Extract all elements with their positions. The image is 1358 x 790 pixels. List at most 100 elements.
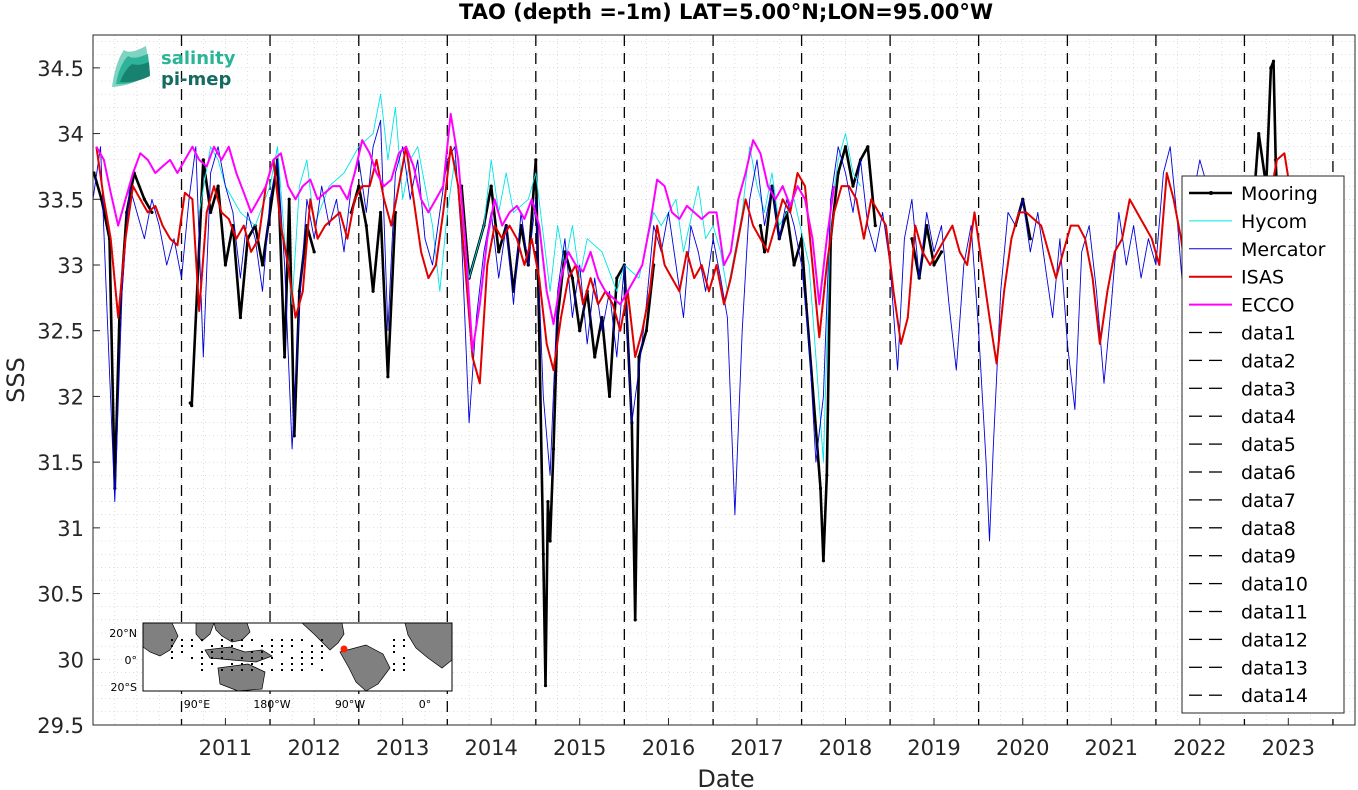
legend-label: data8 [1241, 518, 1296, 540]
inset-mooring-dot [241, 663, 243, 665]
inset-mooring-dot [311, 651, 313, 653]
series-point-mooring [1028, 237, 1032, 241]
inset-mooring-dot [281, 669, 283, 671]
inset-mooring-dot [181, 645, 183, 647]
series-point-mooring [209, 210, 213, 215]
x-axis-ticks: 2011 2012 2013 2014 2015 2016 2017 2018 2019 2020… [199, 718, 1315, 760]
series-point-mooring [578, 329, 582, 333]
inset-lat-label-20n: 20°N [109, 627, 137, 640]
series-point-mooring [1271, 59, 1276, 63]
inset-mooring-dot [403, 639, 405, 641]
inset-mooring-dot [201, 639, 203, 641]
series-line-mercator [92, 119, 1208, 542]
series-point-mooring [600, 315, 604, 320]
inset-lat-label-20s: 20°S [111, 681, 137, 694]
inset-land-se-asia [213, 622, 251, 643]
inset-mooring-dot [221, 639, 223, 641]
inset-land-africa-east [142, 622, 179, 657]
x-tick-label: 2013 [376, 736, 429, 760]
x-tick-label: 2021 [1085, 736, 1138, 760]
inset-mooring-dot [321, 651, 323, 653]
inset-mooring-dot [281, 651, 283, 653]
x-tick-label: 2018 [819, 736, 872, 760]
inset-mooring-dot [171, 639, 173, 641]
legend-label: data5 [1241, 434, 1296, 456]
y-tick-label: 31 [57, 517, 84, 541]
inset-mooring-dot [251, 639, 253, 641]
x-tick-label: 2019 [907, 736, 960, 760]
logo-text-line2: pi-mep [161, 69, 231, 90]
y-tick-label: 34.5 [37, 57, 84, 81]
legend-item-data9: data9 [1189, 546, 1296, 568]
legend-label: data7 [1241, 490, 1296, 512]
y-tick-label: 32.5 [37, 320, 84, 344]
inset-mooring-dot [281, 639, 283, 641]
x-tick-label: 2022 [1173, 736, 1226, 760]
legend-label: data2 [1241, 350, 1296, 372]
inset-mooring-dot [291, 657, 293, 659]
legend-label: data6 [1241, 462, 1296, 484]
series-point-mooring [543, 683, 548, 688]
inset-lon-label-0: 0° [419, 698, 432, 711]
legend-label: data9 [1241, 546, 1296, 568]
series-point-mooring [633, 618, 637, 622]
location-inset-map: 20°N 0° 20°S 90°E 180°W 90°W 0° [109, 622, 453, 711]
y-axis-label: SSS [2, 357, 30, 403]
inset-mooring-dot [403, 657, 405, 659]
series-point-mooring [201, 158, 205, 162]
plot-background [93, 35, 1355, 725]
inset-mooring-dot [251, 669, 253, 671]
series-point-mooring [546, 499, 550, 504]
inset-frame [142, 622, 453, 692]
legend-item-data4: data4 [1189, 406, 1296, 428]
chart-title: TAO (depth =-1m) LAT=5.00°N;LON=95.00°W [459, 0, 993, 24]
inset-land-central-america [301, 622, 345, 651]
inset-mooring-array-markers [171, 639, 405, 671]
inset-mooring-dot [321, 657, 323, 659]
series-point-mooring [150, 210, 154, 215]
salinity-pi-mep-logo: salinity pi-mep [112, 46, 236, 90]
series-point-mooring [379, 210, 383, 215]
inset-mooring-dot [231, 663, 233, 665]
series-point-mooring [800, 237, 804, 241]
inset-landmasses [142, 622, 453, 692]
inset-mooring-dot [191, 657, 193, 659]
inset-mooring-dot [251, 657, 253, 659]
inset-mooring-dot [201, 657, 203, 659]
inset-mooring-dot [261, 645, 263, 647]
inset-lat-label-eq: 0° [125, 654, 138, 667]
series-point-mooring [1269, 66, 1273, 70]
series-point-mooring [216, 184, 220, 188]
series-point-mooring [644, 329, 648, 333]
series-point-mooring [190, 404, 194, 408]
series-point-mooring [188, 401, 192, 405]
x-axis-label: Date [697, 765, 754, 790]
inset-mooring-dot [241, 657, 243, 659]
inset-mooring-dot [211, 657, 213, 659]
station-marker [340, 645, 348, 653]
y-tick-label: 33 [57, 254, 84, 278]
x-tick-label: 2016 [642, 736, 695, 760]
inset-mooring-dot [241, 639, 243, 641]
inset-mooring-dot [291, 663, 293, 665]
series-point-mooring [615, 276, 619, 280]
legend-item-data2: data2 [1189, 350, 1296, 372]
inset-mooring-dot [211, 645, 213, 647]
legend-item-data14: data14 [1189, 685, 1308, 707]
series-point-mooring [818, 486, 823, 491]
inset-mooring-dot [191, 645, 193, 647]
inset-mooring-dot [311, 657, 313, 659]
inset-mooring-dot [311, 663, 313, 665]
logo-text-line1: salinity [161, 48, 236, 69]
inset-mooring-dot [221, 651, 223, 653]
legend-item-ecco: ECCO [1189, 295, 1295, 317]
series-point-mooring [537, 329, 541, 333]
series-line-isas [95, 145, 1301, 385]
series-point-mooring [873, 223, 877, 228]
series-point-mooring [142, 197, 147, 201]
inset-mooring-dot [231, 669, 233, 671]
logo-wave-icon [112, 46, 150, 87]
inset-mooring-dot [191, 639, 193, 641]
inset-mooring-dot [241, 645, 243, 647]
legend-item-data7: data7 [1189, 490, 1296, 512]
